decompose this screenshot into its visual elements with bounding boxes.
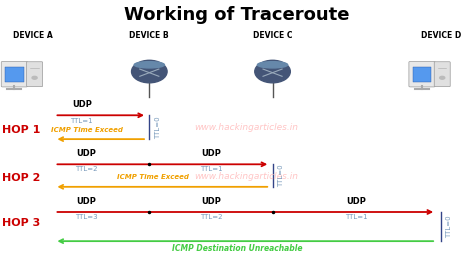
Text: DEVICE D: DEVICE D (421, 31, 461, 40)
FancyBboxPatch shape (409, 61, 435, 87)
FancyBboxPatch shape (5, 67, 24, 82)
Text: DEVICE B: DEVICE B (129, 31, 169, 40)
Ellipse shape (134, 62, 164, 68)
Text: UDP: UDP (77, 149, 96, 158)
Text: TTL=3: TTL=3 (75, 214, 98, 220)
Text: www.hackingarticles.in: www.hackingarticles.in (194, 172, 299, 181)
Text: UDP: UDP (77, 197, 96, 206)
Circle shape (32, 76, 37, 79)
Text: TTL=0: TTL=0 (447, 215, 453, 238)
Text: HOP 2: HOP 2 (2, 173, 41, 183)
Text: TTL=0: TTL=0 (278, 164, 284, 187)
Ellipse shape (131, 60, 167, 83)
FancyBboxPatch shape (434, 62, 450, 87)
FancyBboxPatch shape (27, 62, 43, 87)
Text: TTL=2: TTL=2 (200, 214, 222, 220)
Text: DEVICE A: DEVICE A (13, 31, 53, 40)
Text: TTL=1: TTL=1 (71, 118, 93, 124)
Text: HOP 3: HOP 3 (2, 218, 41, 228)
Text: TTL=0: TTL=0 (155, 116, 161, 139)
Text: UDP: UDP (72, 100, 91, 109)
Text: HOP 1: HOP 1 (2, 125, 41, 135)
Text: ICMP Destination Unreachable: ICMP Destination Unreachable (172, 244, 302, 253)
FancyBboxPatch shape (413, 67, 431, 82)
Text: UDP: UDP (201, 197, 221, 206)
Text: ICMP Time Exceed: ICMP Time Exceed (51, 127, 122, 133)
Text: DEVICE C: DEVICE C (253, 31, 292, 40)
Ellipse shape (255, 60, 290, 83)
Text: UDP: UDP (347, 197, 366, 206)
Ellipse shape (257, 62, 288, 68)
FancyBboxPatch shape (1, 61, 27, 87)
Text: UDP: UDP (201, 149, 221, 158)
Circle shape (440, 76, 445, 79)
Text: TTL=1: TTL=1 (346, 214, 368, 220)
Text: ICMP Time Exceed: ICMP Time Exceed (117, 174, 189, 180)
Text: TTL=2: TTL=2 (75, 166, 98, 172)
Text: TTL=1: TTL=1 (200, 166, 222, 172)
Text: www.hackingarticles.in: www.hackingarticles.in (194, 123, 299, 132)
Text: Working of Traceroute: Working of Traceroute (124, 6, 350, 24)
